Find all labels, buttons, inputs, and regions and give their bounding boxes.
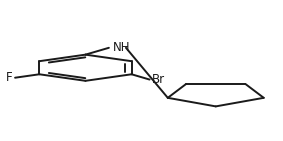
Text: NH: NH bbox=[113, 41, 131, 54]
Text: F: F bbox=[6, 71, 13, 84]
Text: Br: Br bbox=[152, 73, 165, 86]
